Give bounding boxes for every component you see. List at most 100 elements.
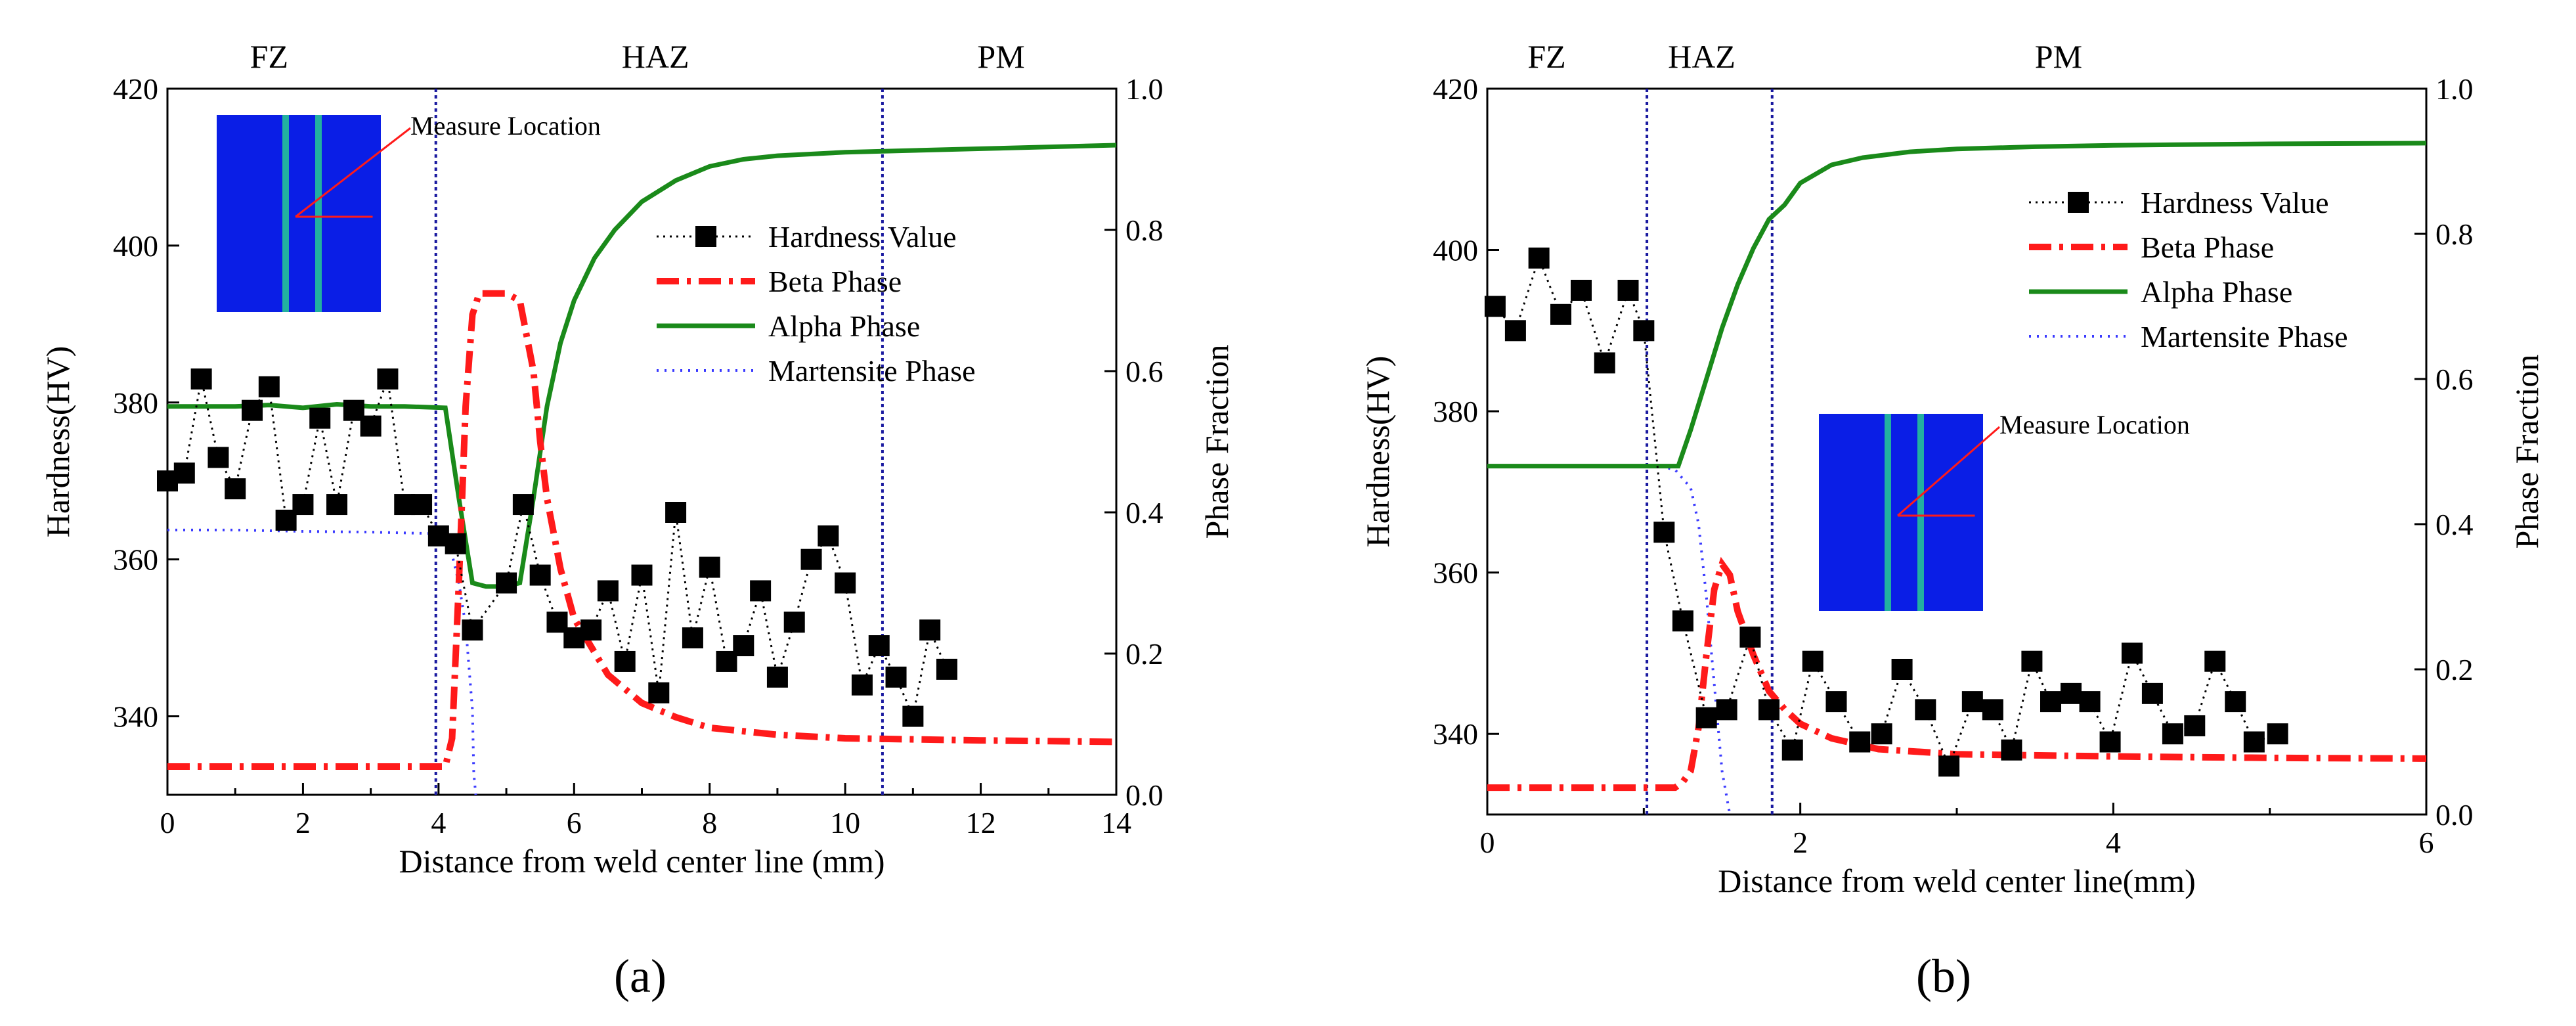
hardness-point: [496, 572, 517, 594]
zone-label: FZ: [250, 38, 288, 75]
inset-label: Measure Location: [1999, 410, 2190, 439]
hardness-point: [1982, 699, 2003, 721]
y2-tick-label: 1.0: [1125, 72, 1164, 106]
legend-marker: [2068, 192, 2089, 213]
y2-tick-label: 0.0: [2435, 798, 2474, 832]
series-alpha-phase: [167, 143, 1117, 589]
x-tick-label: 2: [295, 806, 311, 839]
hardness-point: [936, 658, 957, 680]
y-tick-label: 360: [113, 543, 158, 577]
x-tick-label: 12: [966, 806, 996, 839]
y2-tick-label: 1.0: [2435, 72, 2474, 106]
hardness-point: [614, 650, 636, 672]
hardness-point: [597, 580, 619, 602]
hardness-point: [512, 494, 534, 516]
zone-label: PM: [2035, 38, 2082, 75]
hardness-point: [173, 462, 195, 484]
y-tick-label: 420: [113, 72, 158, 106]
panel-b: 0 2 4 6 340 360 380 400 420 0.0 0.2 0.4 0.6 0.8 1.0 Dis…: [1359, 38, 2545, 899]
legend-label: Hardness Value: [2141, 186, 2329, 219]
hardness-point: [1528, 247, 1550, 269]
hardness-point: [766, 666, 788, 688]
hardness-point: [2162, 723, 2183, 745]
hardness-point: [2040, 691, 2061, 713]
x-tick-label: 14: [1101, 806, 1131, 839]
x-axis-label: Distance from weld center line(mm): [1718, 862, 2196, 899]
hardness-point: [207, 447, 229, 468]
inset-stripe: [315, 115, 322, 312]
hardness-point: [1758, 699, 1779, 721]
hardness-point: [2121, 642, 2143, 664]
y-tick-label: 360: [1433, 556, 1478, 590]
y2-tick-label: 0.4: [2435, 508, 2474, 541]
hardness-point: [750, 580, 772, 602]
y2-tick-label: 0.2: [1125, 637, 1164, 671]
hardness-point: [665, 502, 687, 523]
hardness-point: [682, 627, 703, 649]
hardness-point: [1891, 659, 1913, 680]
y2-tick-label: 0.2: [2435, 653, 2474, 686]
inset-label: Measure Location: [410, 111, 601, 141]
hardness-point: [309, 407, 331, 429]
inset-leader-line: [295, 127, 411, 218]
hardness-point: [2021, 650, 2043, 672]
zone-label: PM: [977, 38, 1024, 75]
hardness-point: [818, 525, 839, 546]
hardness-point: [2243, 731, 2265, 753]
hardness-point: [2267, 723, 2288, 745]
hardness-point: [1938, 755, 1960, 777]
x-tick-label: 0: [160, 806, 175, 839]
y-tick-label: 400: [113, 229, 158, 263]
hardness-point: [851, 674, 873, 696]
hardness-point: [2079, 691, 2101, 713]
hardness-point: [1849, 731, 1871, 753]
y2-tick-label: 0.8: [1125, 213, 1164, 247]
hardness-point: [2184, 715, 2206, 736]
hardness-point: [1594, 352, 1615, 374]
hardness-point: [902, 705, 924, 727]
y2-tick-label: 0.6: [2435, 363, 2474, 396]
hardness-point: [326, 494, 348, 516]
y-axis-label: Hardness(HV): [39, 346, 76, 538]
y2-tick-label: 0.6: [1125, 355, 1164, 388]
hardness-point: [377, 368, 399, 390]
y-tick-label: 340: [1433, 717, 1478, 751]
hardness-point: [919, 619, 941, 641]
legend-label: Alpha Phase: [2141, 275, 2292, 309]
x-tick-label: 4: [2106, 826, 2121, 859]
hardness-point: [885, 666, 907, 688]
y-tick-label: 340: [113, 700, 158, 734]
hardness-point: [631, 564, 653, 586]
hardness-point: [1802, 650, 1823, 672]
x-tick-label: 8: [702, 806, 717, 839]
y2-tick-label: 0.4: [1125, 496, 1164, 529]
y-tick-label: 420: [1433, 72, 1478, 106]
hardness-point: [800, 548, 822, 570]
x-tick-label: 2: [1793, 826, 1808, 859]
hardness-point: [783, 612, 805, 633]
hardness-point: [699, 556, 720, 578]
hardness-point: [1716, 699, 1737, 721]
hardness-point: [2225, 691, 2246, 713]
hardness-point: [462, 619, 483, 641]
hardness-point: [1739, 626, 1761, 648]
x-tick-label: 6: [567, 806, 582, 839]
inset-stripe: [282, 115, 289, 312]
y2-axis-label: Phase Fraction: [2508, 355, 2545, 549]
hardness-point: [1672, 610, 1693, 632]
panel-label-b: (b): [1916, 950, 1971, 1002]
zone-label: HAZ: [1668, 38, 1736, 75]
hardness-point: [1871, 723, 1892, 745]
hardness-point: [225, 478, 246, 500]
legend-label: Beta Phase: [2141, 231, 2274, 264]
legend-label: Hardness Value: [768, 220, 957, 254]
hardness-point: [1781, 739, 1803, 761]
legend-label: Martensite Phase: [2141, 320, 2348, 353]
panel-a: 0 2 4 6 8 10 12 14 340 360 380 400 420 0.0 0.2 0.4 0.6 0.…: [39, 38, 1235, 880]
hardness-point: [2204, 650, 2226, 672]
hardness-point: [2099, 731, 2121, 753]
hardness-point: [190, 368, 212, 390]
hardness-point: [292, 494, 314, 516]
y-tick-label: 380: [1433, 395, 1478, 428]
hardness-point: [1653, 522, 1675, 543]
